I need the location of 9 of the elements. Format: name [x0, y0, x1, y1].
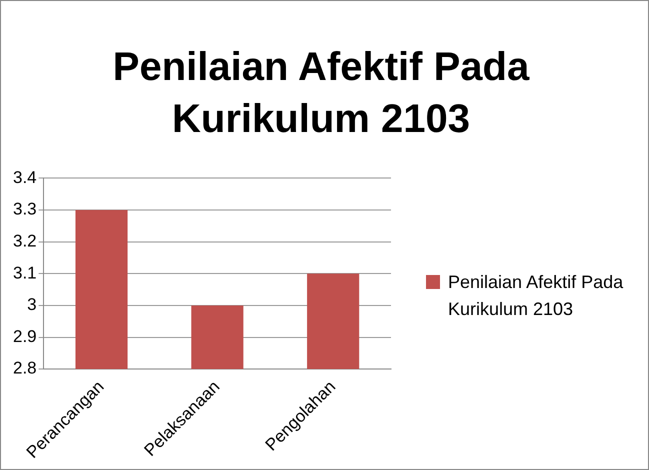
y-tick-label: 3: [27, 295, 37, 314]
y-tick-label: 2.9: [12, 326, 37, 346]
chart-title: Penilaian Afektif Pada Kurikulum 2103: [112, 44, 530, 143]
y-tick-label: 3.2: [12, 232, 37, 251]
legend-label: Penilaian Afektif Pada Kurikulum 2103: [448, 271, 624, 321]
y-tick-label: 2.8: [12, 358, 37, 378]
y-tick-label: 3.3: [12, 200, 37, 219]
y-tick-label: 3.1: [12, 263, 37, 282]
y-tick-label: 3.4: [12, 168, 37, 187]
